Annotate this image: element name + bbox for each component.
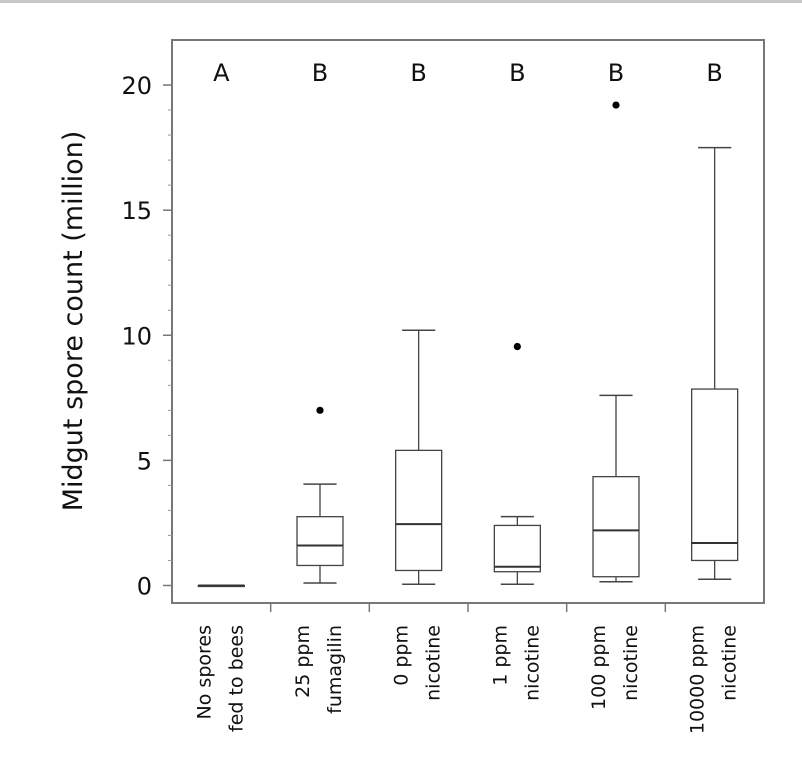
- box-iqr: [493, 524, 541, 573]
- box-group: [493, 342, 541, 585]
- y-axis-label: Midgut spore count (million): [58, 131, 89, 512]
- x-tick-label: nicotine: [620, 625, 642, 701]
- x-tick-label: fumagilin: [324, 625, 346, 714]
- significance-letter: A: [213, 59, 230, 87]
- box-group: [395, 329, 443, 585]
- x-tick-label: 100 ppm: [588, 625, 610, 710]
- outlier-point: [513, 342, 521, 351]
- x-axis: No spores fed to bees 25 ppm fumagilin 0 ppm…: [193, 603, 741, 734]
- y-axis: 0 5 10 15 20: [121, 72, 172, 600]
- y-tick-label: 10: [121, 322, 152, 350]
- outlier-point: [612, 101, 620, 109]
- x-tick-label: 10000 ppm: [687, 625, 709, 734]
- box-group: [592, 101, 640, 583]
- x-tick-label: fed to bees: [225, 625, 247, 732]
- box-group: [691, 146, 739, 580]
- x-tick-label: nicotine: [521, 625, 543, 701]
- box-iqr: [296, 516, 344, 567]
- significance-letter: B: [509, 59, 525, 87]
- box-series: [197, 101, 739, 588]
- box-group: [197, 584, 245, 588]
- y-tick-label: 15: [121, 197, 152, 225]
- x-tick-label: 25 ppm: [292, 625, 314, 698]
- significance-letter: B: [706, 59, 722, 87]
- y-tick-label: 20: [121, 72, 152, 100]
- x-tick-label: 0 ppm: [391, 625, 413, 686]
- x-tick-label: nicotine: [423, 625, 445, 701]
- significance-letter: B: [410, 59, 426, 87]
- top-divider: [0, 0, 802, 3]
- outlier-point: [316, 406, 324, 414]
- significance-letter: B: [608, 59, 624, 87]
- x-tick-label: 1 ppm: [489, 625, 511, 686]
- box-group: [296, 406, 344, 584]
- x-tick-label: No spores: [193, 625, 215, 719]
- plot-frame: [171, 39, 765, 604]
- significance-letter: B: [312, 59, 328, 87]
- y-tick-label: 0: [137, 572, 152, 600]
- box-iqr: [395, 449, 443, 572]
- box-iqr: [592, 475, 640, 578]
- y-tick-label: 5: [137, 447, 152, 475]
- box-iqr: [691, 388, 739, 562]
- x-tick-label: nicotine: [719, 625, 741, 701]
